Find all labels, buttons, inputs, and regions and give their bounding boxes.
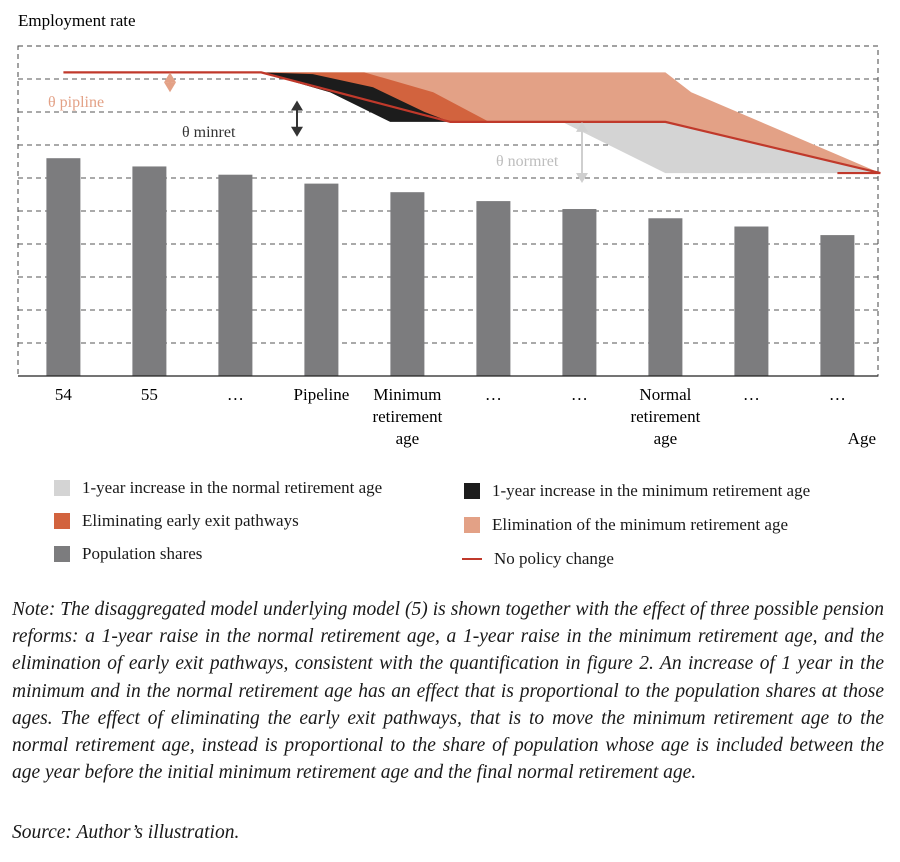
x-tick-label-line: … [227, 385, 244, 404]
x-tick-label-line: 55 [141, 385, 158, 404]
bar-population-share [390, 192, 425, 376]
arrow-theta-normret-head-down [576, 172, 588, 183]
label-theta-normret: θ normret [496, 153, 559, 170]
label-theta-pipline: θ pipline [48, 94, 104, 111]
x-tick-label: 55 [141, 385, 158, 404]
arrow-theta-pipline-head-up [164, 72, 176, 83]
legend-item-population-shares: Population shares [54, 544, 202, 564]
x-tick-label: 54 [55, 385, 73, 404]
x-tick-label-line: Pipeline [294, 385, 350, 404]
figure-source: Source: Author’s illustration. [12, 822, 240, 843]
legend-item-normal-retirement-increase: 1-year increase in the normal retirement… [54, 478, 382, 498]
label-theta-minret: θ minret [182, 124, 236, 141]
line-no-policy-change [63, 71, 881, 175]
x-axis-label: Age [848, 429, 876, 448]
x-tick-label-line: 54 [55, 385, 73, 404]
x-tick-label-line: … [571, 385, 588, 404]
line-no-policy-change-dashed [261, 71, 451, 123]
x-tick-label-line: retirement [372, 407, 442, 426]
arrow-theta-pipline-head-down [164, 82, 176, 93]
x-tick-label: … [227, 385, 244, 404]
bar-population-share [218, 174, 253, 376]
bar-population-share [648, 218, 683, 376]
legend-swatch [464, 517, 480, 533]
x-tick-label: … [743, 385, 760, 404]
legend-swatch [464, 483, 480, 499]
chart: Employment rate θ pipline θ minret θ normr… [17, 11, 881, 448]
annotations: θ pipline θ minret θ normret [48, 72, 588, 183]
legend-item-no-policy-change: No policy change [462, 549, 614, 569]
bar-population-share [562, 209, 597, 376]
x-tick-label-line: … [485, 385, 502, 404]
x-tick-label: … [485, 385, 502, 404]
y-axis-label: Employment rate [18, 11, 136, 30]
area-elimination-minimum-retirement-age [63, 72, 881, 174]
x-tick-label-line: … [829, 385, 846, 404]
x-tick-label-line: Normal [639, 385, 691, 404]
bars [46, 158, 855, 376]
legend-item-minimum-retirement-increase: 1-year increase in the minimum retiremen… [464, 481, 810, 501]
area-normal-retirement-increase [562, 121, 881, 174]
legend-label: Population shares [82, 544, 203, 563]
bar-population-share [46, 158, 81, 376]
legend-line [462, 558, 482, 560]
bar-population-share [132, 166, 167, 376]
bar-population-share [304, 183, 339, 376]
legend-swatch [54, 480, 70, 496]
legend-swatch [54, 513, 70, 529]
figure-note: Note: The disaggregated model underlying… [12, 599, 884, 784]
legend-label: Elimination of the minimum retirement ag… [492, 515, 789, 534]
arrow-theta-normret-head-up [576, 121, 588, 132]
legend-label: 1-year increase in the normal retirement… [82, 478, 383, 497]
x-tick-label-line: age [396, 429, 420, 448]
legend-item-elimination-minimum-age: Elimination of the minimum retirement ag… [464, 515, 788, 535]
x-tick-labels: 54 55 … Pipeline Minimum retirement age … … Norma… [55, 385, 846, 448]
x-tick-label-line: Minimum [373, 385, 441, 404]
arrow-theta-minret-head-up [291, 100, 303, 111]
legend: 1-year increase in the normal retirement… [0, 470, 900, 580]
x-tick-label: Normal retirement age [630, 385, 700, 448]
legend-swatch [54, 546, 70, 562]
x-tick-label-line: retirement [630, 407, 700, 426]
x-tick-label: … [571, 385, 588, 404]
legend-label: Eliminating early exit pathways [82, 511, 299, 530]
arrow-theta-minret-head-down [291, 126, 303, 137]
x-tick-label-line: … [743, 385, 760, 404]
legend-label: 1-year increase in the minimum retiremen… [492, 481, 811, 500]
x-tick-label: Pipeline [294, 385, 350, 404]
bar-population-share [476, 201, 511, 376]
bar-population-share [820, 235, 855, 376]
bar-population-share [734, 226, 769, 376]
x-tick-label: Minimum retirement age [372, 385, 442, 448]
legend-item-eliminating-early-exit: Eliminating early exit pathways [54, 511, 299, 531]
x-tick-label: … [829, 385, 846, 404]
x-tick-label-line: age [654, 429, 678, 448]
legend-label: No policy change [494, 549, 614, 568]
reform-areas [63, 71, 881, 175]
